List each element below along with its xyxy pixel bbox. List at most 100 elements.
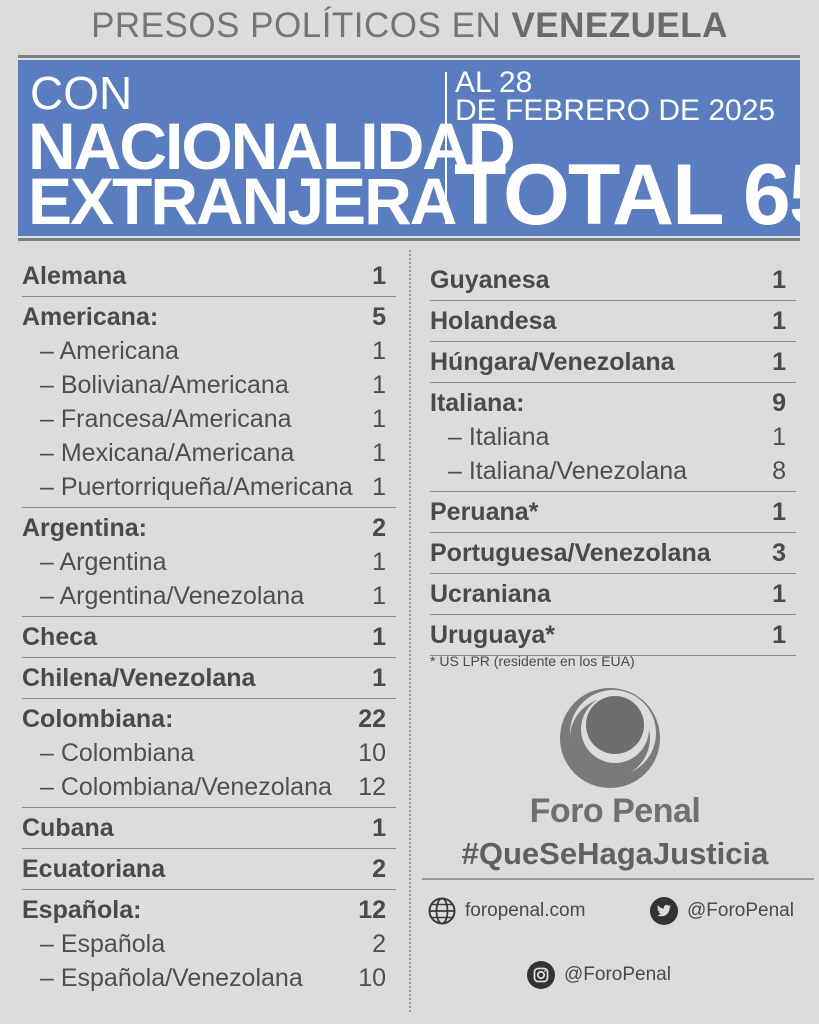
instagram-label: @ForoPenal xyxy=(564,964,671,985)
nationality-count: 9 xyxy=(772,388,786,417)
foro-penal-logo xyxy=(560,688,660,788)
nationality-count: 1 xyxy=(772,265,786,294)
nationality-count: 1 xyxy=(372,663,386,692)
nationality-subrow: – Italiana 1 xyxy=(430,420,796,454)
nationality-count: 2 xyxy=(372,929,386,958)
nationality-row: Guyanesa 1 xyxy=(430,263,796,297)
globe-icon xyxy=(428,897,456,925)
nationality-group: Colombiana: 22 – Colombiana 10 – Colombiana/… xyxy=(22,699,396,808)
nationality-label: Portuguesa/Venezolana xyxy=(430,538,711,567)
nationality-row: Uruguaya* 1 xyxy=(430,618,796,652)
nationality-count: 12 xyxy=(358,895,386,924)
nationality-group: Checa 1 xyxy=(22,617,396,658)
nationality-label: – Española/Venezolana xyxy=(40,963,303,992)
nationality-count: 1 xyxy=(772,579,786,608)
nationality-label: Peruana* xyxy=(430,497,539,526)
nationality-group: Chilena/Venezolana 1 xyxy=(22,658,396,699)
nationality-count: 8 xyxy=(772,456,786,485)
nationality-group: Uruguaya* 1 xyxy=(430,615,796,656)
nationality-count: 1 xyxy=(372,813,386,842)
footnote: * US LPR (residente en los EUA) xyxy=(430,653,635,669)
nationality-label: Alemana xyxy=(22,261,127,290)
nationality-group: Alemana 1 xyxy=(22,256,396,297)
website-link[interactable]: foropenal.com xyxy=(427,896,585,926)
nationality-label: Uruguaya* xyxy=(430,620,556,649)
nationality-row: Ecuatoriana 2 xyxy=(22,852,396,886)
nationality-label: – Americana xyxy=(40,336,179,365)
nationality-group: Peruana* 1 xyxy=(430,492,796,533)
nationality-count: 22 xyxy=(358,704,386,733)
nationality-row: Española: 12 xyxy=(22,893,396,927)
nationality-count: 1 xyxy=(372,547,386,576)
nationality-count: 1 xyxy=(772,347,786,376)
nationality-subrow: – Española 2 xyxy=(22,927,396,961)
page-title: PRESOS POLÍTICOS EN VENEZUELA xyxy=(0,6,819,46)
nationality-row: Ucraniana 1 xyxy=(430,577,796,611)
twitter-icon xyxy=(650,897,678,925)
nationality-label: Holandesa xyxy=(430,306,557,335)
nationality-count: 1 xyxy=(372,336,386,365)
twitter-link[interactable]: @ForoPenal xyxy=(649,896,794,926)
nationality-group: Americana: 5– Americana 1– Boliviana/Ameri… xyxy=(22,297,396,508)
nationality-label: Guyanesa xyxy=(430,265,550,294)
title-light: PRESOS POLÍTICOS EN xyxy=(91,6,502,45)
nationality-count: 10 xyxy=(358,963,386,992)
nationality-subrow: – Española/Venezolana 10 xyxy=(22,961,396,995)
left-nationality-list: Alemana 1 Americana: 5– Americana 1– Bolivia… xyxy=(22,256,396,998)
nationality-label: Americana: xyxy=(22,302,159,331)
nationality-row: Checa 1 xyxy=(22,620,396,654)
nationality-label: Española: xyxy=(22,895,142,924)
website-label: foropenal.com xyxy=(465,900,586,921)
banner-line-1: CON xyxy=(30,67,133,119)
nationality-label: Chilena/Venezolana xyxy=(22,663,256,692)
nationality-row: Alemana 1 xyxy=(22,259,396,293)
twitter-label: @ForoPenal xyxy=(687,900,794,921)
nationality-subrow: – Boliviana/Americana 1 xyxy=(22,368,396,402)
right-nationality-list: Guyanesa 1 Holandesa 1 Húngara/Venezolana 1 It… xyxy=(430,260,796,656)
nationality-count: 1 xyxy=(772,306,786,335)
nationality-count: 2 xyxy=(372,854,386,883)
nationality-subrow: – Puertorriqueña/Americana 1 xyxy=(22,470,396,504)
nationality-subrow: – Mexicana/Americana 1 xyxy=(22,436,396,470)
nationality-count: 12 xyxy=(358,772,386,801)
banner-line-3: EXTRANJERA xyxy=(28,164,457,236)
nationality-group: Cubana 1 xyxy=(22,808,396,849)
nationality-count: 1 xyxy=(772,497,786,526)
nationality-group: Ecuatoriana 2 xyxy=(22,849,396,890)
nationality-label: – Colombiana xyxy=(40,738,195,767)
nationality-label: Ucraniana xyxy=(430,579,551,608)
nationality-row: Holandesa 1 xyxy=(430,304,796,338)
nationality-count: 1 xyxy=(372,404,386,433)
nationality-group: Argentina: 2– Argentina 1 – Argentina/Venez… xyxy=(22,508,396,617)
nationality-count: 1 xyxy=(772,422,786,451)
instagram-link[interactable]: @ForoPenal xyxy=(526,960,671,990)
nationality-row: Peruana* 1 xyxy=(430,495,796,529)
nationality-label: Italiana: xyxy=(430,388,525,417)
nationality-label: – Argentina xyxy=(40,547,167,576)
nationality-label: – Boliviana/Americana xyxy=(40,370,289,399)
nationality-row: Argentina: 2 xyxy=(22,511,396,545)
nationality-count: 1 xyxy=(372,438,386,467)
nationality-count: 10 xyxy=(358,738,386,767)
nationality-label: Cubana xyxy=(22,813,114,842)
nationality-row: Cubana 1 xyxy=(22,811,396,845)
nationality-label: Ecuatoriana xyxy=(22,854,166,883)
nationality-count: 5 xyxy=(372,302,386,331)
banner-divider xyxy=(445,72,447,224)
nationality-subrow: – Argentina/Venezolana 1 xyxy=(22,579,396,613)
column-divider xyxy=(409,250,411,1012)
banner-line-2: NACIONALIDAD xyxy=(28,109,516,183)
banner-date-line-2: DE FEBRERO DE 2025 xyxy=(455,94,776,127)
nationality-label: – Argentina/Venezolana xyxy=(40,581,305,610)
nationality-subrow: – Colombiana/Venezolana 12 xyxy=(22,770,396,804)
nationality-row: Colombiana: 22 xyxy=(22,702,396,736)
nationality-row: Americana: 5 xyxy=(22,300,396,334)
nationality-label: – Italiana xyxy=(448,422,550,451)
footnote-area: * US LPR (residente en los EUA) xyxy=(422,645,802,669)
nationality-subrow: – Colombiana 10 xyxy=(22,736,396,770)
nationality-group: Española: 12 – Española 2 – Española/Venezol… xyxy=(22,890,396,998)
nationality-label: Checa xyxy=(22,622,98,651)
nationality-label: – Colombiana/Venezolana xyxy=(40,772,332,801)
nationality-label: Colombiana: xyxy=(22,704,174,733)
nationality-group: Holandesa 1 xyxy=(430,301,796,342)
